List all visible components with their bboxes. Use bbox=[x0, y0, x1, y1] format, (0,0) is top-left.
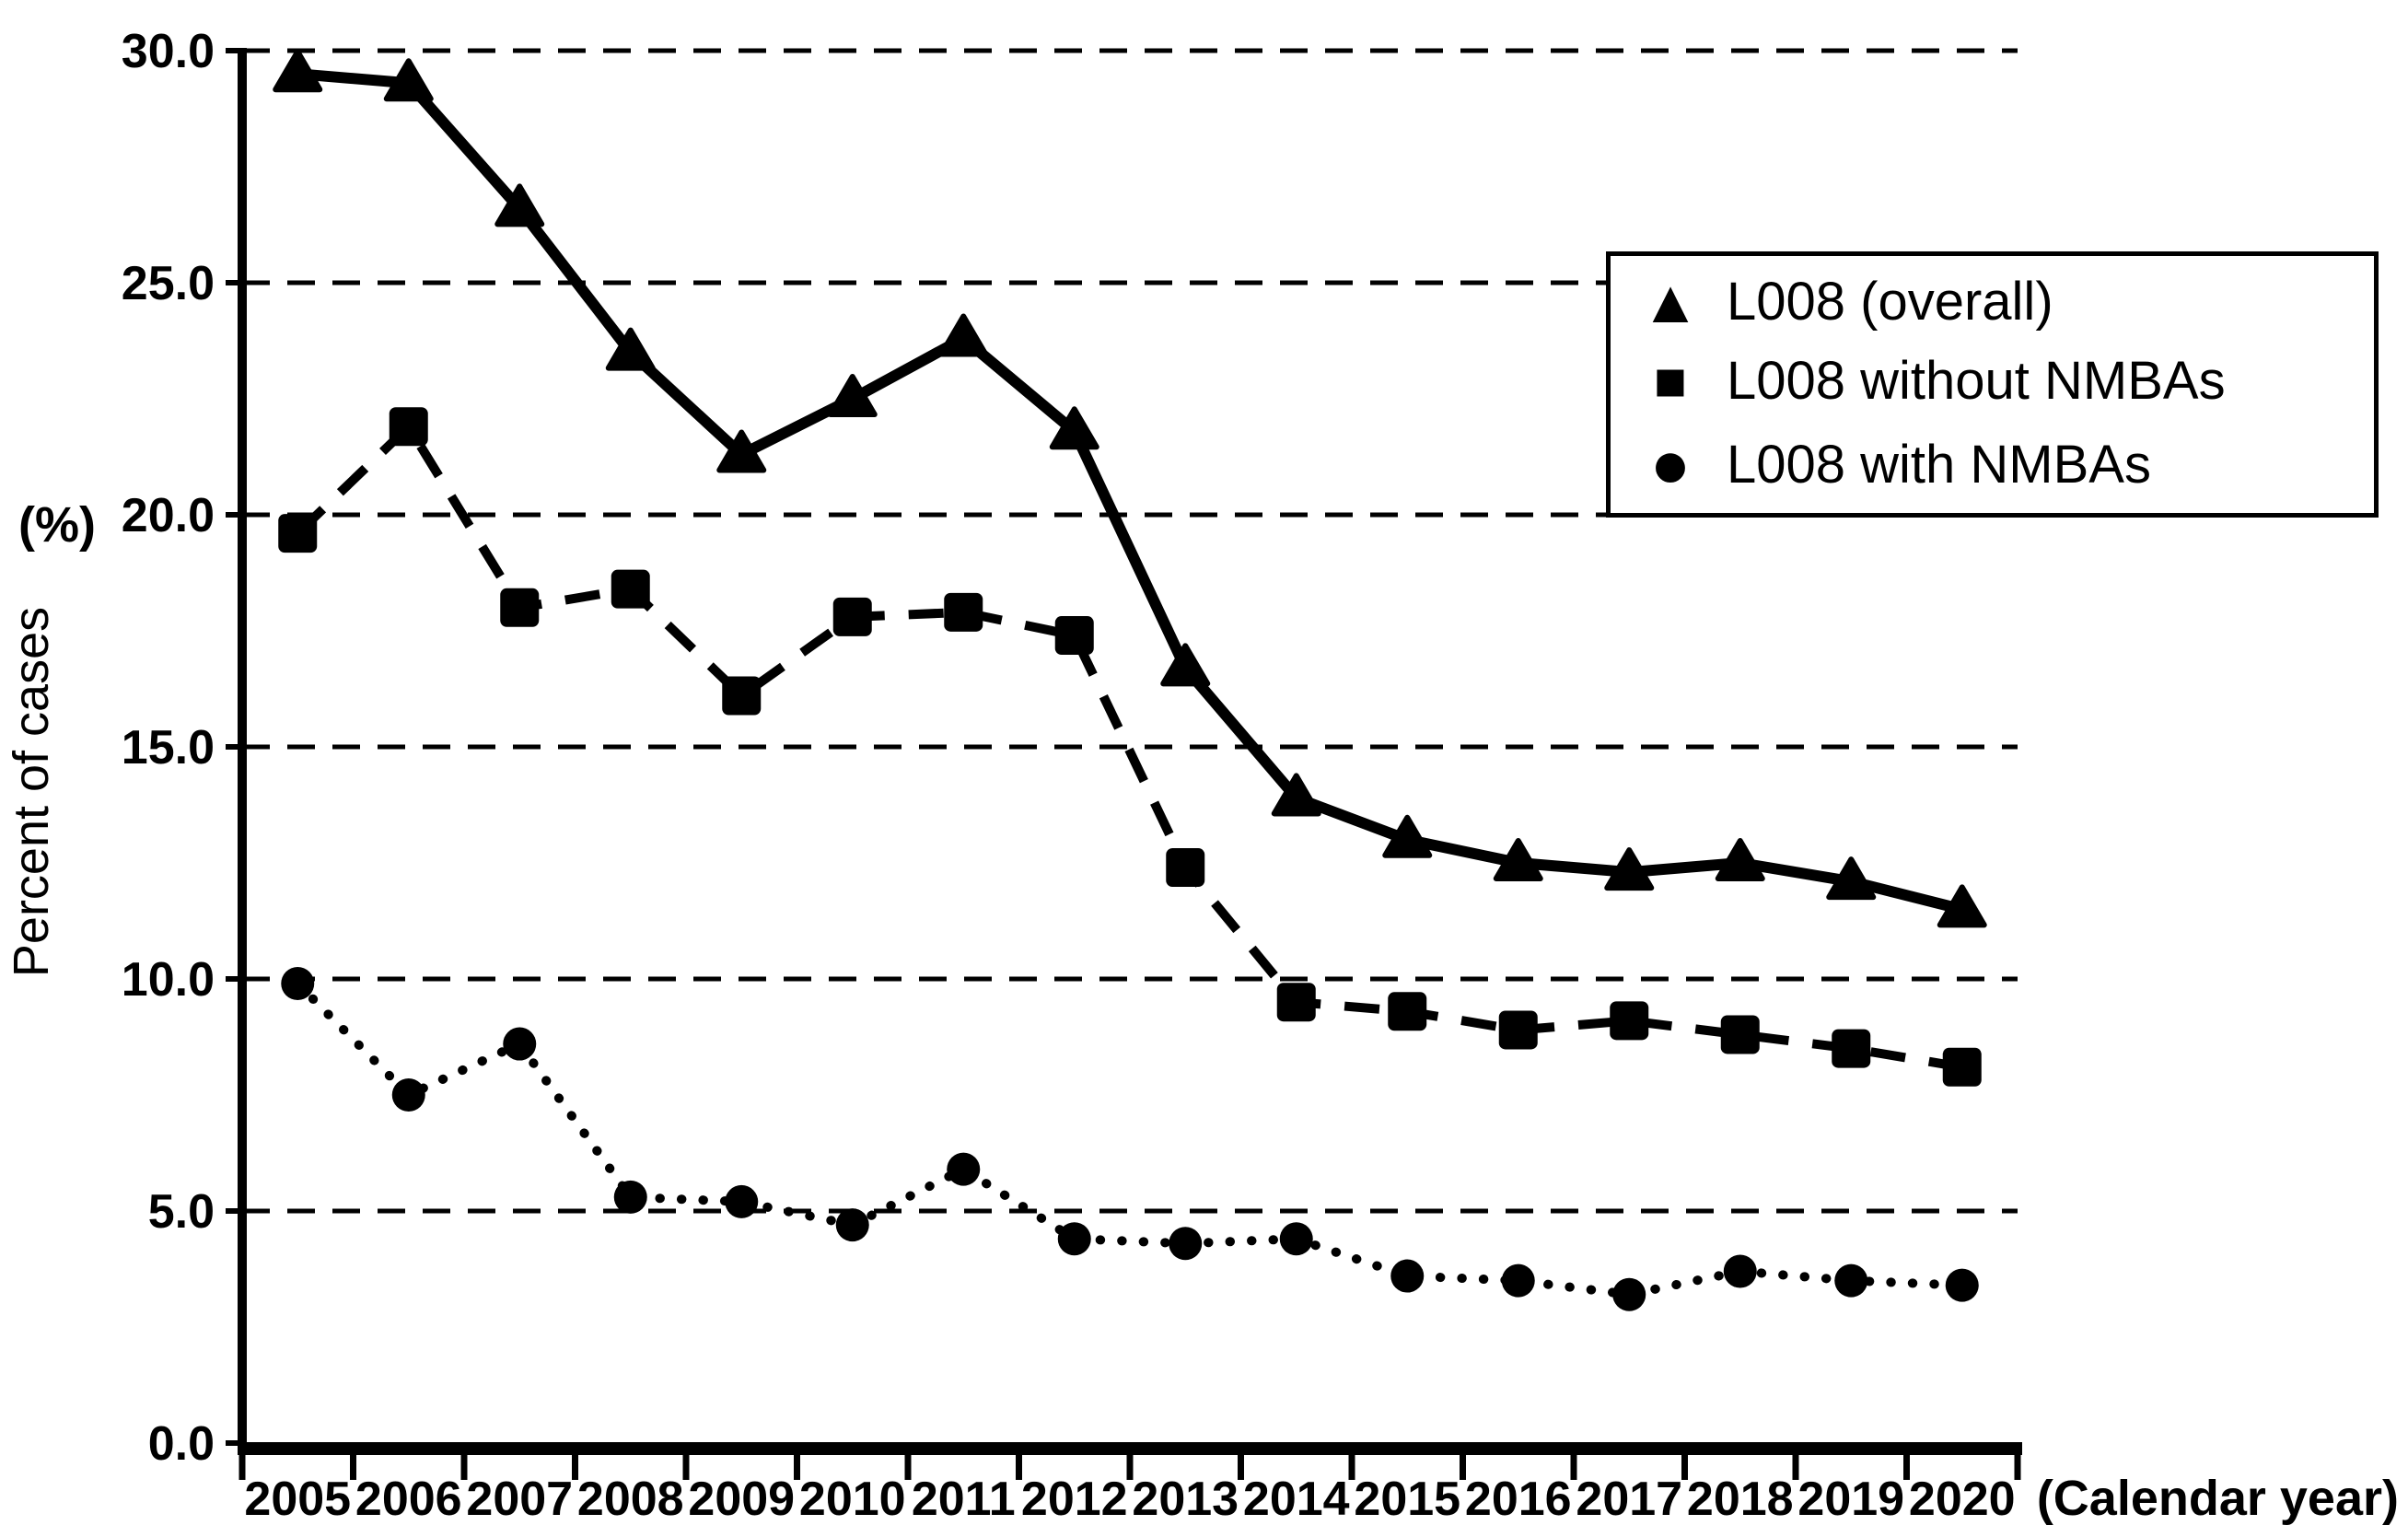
data-point-circle bbox=[1945, 1268, 1979, 1302]
series-line-square bbox=[294, 422, 1963, 1072]
x-tick-label: 2018 bbox=[1687, 1473, 1794, 1526]
data-point-square bbox=[1610, 1001, 1649, 1041]
y-tick-label: 15.0 bbox=[122, 721, 215, 774]
data-point-triangle bbox=[1382, 814, 1433, 858]
y-tick-label: 5.0 bbox=[148, 1185, 215, 1239]
data-point-circle bbox=[1834, 1263, 1868, 1298]
x-tick-label: 2013 bbox=[1132, 1473, 1239, 1526]
circle-marker-icon: ● bbox=[1649, 425, 1692, 503]
data-point-triangle bbox=[1715, 838, 1765, 881]
x-tick-label: 2009 bbox=[688, 1473, 795, 1526]
legend: ▲ L008 (overall) ■ L008 without NMBAs ● … bbox=[1606, 251, 2379, 518]
x-tick-label: 2015 bbox=[1354, 1473, 1460, 1526]
data-point-square bbox=[611, 569, 650, 609]
x-tick-label: 2010 bbox=[799, 1473, 906, 1526]
data-point-circle bbox=[947, 1152, 981, 1186]
data-point-square bbox=[722, 676, 762, 716]
x-tick-label: 2005 bbox=[244, 1473, 351, 1526]
data-point-triangle bbox=[1493, 838, 1543, 881]
data-point-square bbox=[1720, 1015, 1760, 1054]
data-point-circle bbox=[613, 1180, 647, 1214]
data-point-circle bbox=[1057, 1222, 1091, 1256]
y-axis-title: Percent of cases bbox=[4, 607, 59, 977]
data-point-circle bbox=[725, 1184, 759, 1218]
data-point-square bbox=[278, 514, 318, 553]
legend-item-with-nmbas: ● L008 with NMBAs bbox=[1634, 430, 2374, 498]
legend-item-overall: ▲ L008 (overall) bbox=[1634, 271, 2374, 332]
y-tick-label: 25.0 bbox=[122, 257, 215, 310]
x-tick-label: 2017 bbox=[1576, 1473, 1682, 1526]
x-tick-label: 2014 bbox=[1243, 1473, 1350, 1526]
data-point-square bbox=[944, 592, 983, 632]
data-point-triangle bbox=[716, 429, 767, 473]
legend-label-overall: L008 (overall) bbox=[1727, 271, 2053, 332]
y-unit-label: (%) bbox=[18, 497, 96, 553]
x-tick-label: 2011 bbox=[912, 1473, 1016, 1526]
data-point-triangle bbox=[938, 313, 989, 357]
x-tick-label: 2007 bbox=[466, 1473, 573, 1526]
data-point-circle bbox=[391, 1078, 425, 1112]
y-tick-label: 30.0 bbox=[122, 25, 215, 78]
y-tick-label: 10.0 bbox=[122, 953, 215, 1007]
data-point-triangle bbox=[1049, 406, 1099, 450]
x-tick-label: 2020 bbox=[1909, 1473, 2016, 1526]
x-axis-title: (Calendar year) bbox=[2037, 1471, 2399, 1526]
data-point-square bbox=[1054, 616, 1094, 656]
data-point-square bbox=[1832, 1029, 1871, 1068]
data-point-square bbox=[1166, 848, 1205, 888]
data-point-square bbox=[1276, 983, 1316, 1022]
data-point-circle bbox=[1169, 1227, 1203, 1261]
data-point-square bbox=[389, 407, 428, 447]
x-tick-label: 2019 bbox=[1797, 1473, 1904, 1526]
square-marker-icon: ■ bbox=[1653, 349, 1688, 412]
data-point-circle bbox=[281, 967, 315, 1001]
legend-item-without-nmbas: ■ L008 without NMBAs bbox=[1634, 350, 2374, 412]
series-line-triangle bbox=[297, 68, 1964, 915]
data-point-circle bbox=[503, 1027, 537, 1061]
data-point-circle bbox=[1723, 1254, 1757, 1288]
data-point-square bbox=[1498, 1010, 1538, 1050]
data-point-triangle bbox=[1271, 773, 1321, 817]
data-point-square bbox=[832, 597, 872, 636]
data-point-triangle bbox=[383, 58, 434, 102]
data-point-triangle bbox=[1937, 884, 1987, 928]
data-point-triangle bbox=[1604, 847, 1655, 891]
legend-label-with-nmbas: L008 with NMBAs bbox=[1727, 434, 2151, 495]
y-tick-label: 0.0 bbox=[148, 1417, 215, 1471]
y-tick-label: 20.0 bbox=[122, 489, 215, 542]
data-point-square bbox=[1942, 1047, 1982, 1087]
data-point-circle bbox=[1279, 1222, 1313, 1256]
x-tick-label: 2012 bbox=[1021, 1473, 1128, 1526]
data-point-triangle bbox=[1160, 643, 1211, 687]
triangle-marker-icon: ▲ bbox=[1640, 267, 1701, 336]
data-point-circle bbox=[1501, 1263, 1535, 1298]
legend-label-without-nmbas: L008 without NMBAs bbox=[1727, 351, 2226, 412]
data-point-triangle bbox=[827, 374, 878, 417]
data-point-circle bbox=[1390, 1259, 1425, 1293]
data-point-square bbox=[1388, 992, 1427, 1031]
data-point-triangle bbox=[1826, 856, 1877, 901]
data-point-triangle bbox=[494, 183, 545, 227]
data-point-triangle bbox=[605, 327, 656, 371]
x-tick-label: 2006 bbox=[355, 1473, 462, 1526]
data-point-square bbox=[500, 588, 540, 627]
x-tick-label: 2008 bbox=[577, 1473, 684, 1526]
x-tick-label: 2016 bbox=[1465, 1473, 1572, 1526]
data-point-circle bbox=[1612, 1277, 1646, 1311]
data-point-triangle bbox=[273, 49, 323, 93]
data-point-circle bbox=[835, 1208, 869, 1242]
